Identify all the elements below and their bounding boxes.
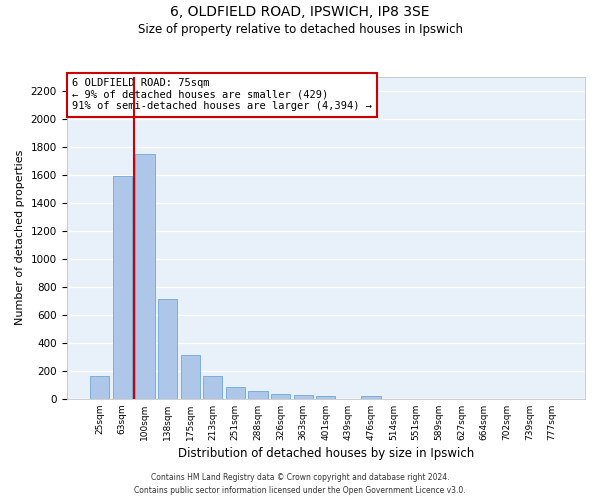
Bar bbox=[203, 376, 223, 399]
Text: 6, OLDFIELD ROAD, IPSWICH, IP8 3SE: 6, OLDFIELD ROAD, IPSWICH, IP8 3SE bbox=[170, 5, 430, 19]
Text: Contains HM Land Registry data © Crown copyright and database right 2024.
Contai: Contains HM Land Registry data © Crown c… bbox=[134, 474, 466, 495]
Bar bbox=[293, 396, 313, 399]
Bar bbox=[136, 154, 155, 399]
Bar bbox=[158, 300, 177, 399]
Bar bbox=[181, 354, 200, 399]
Bar bbox=[271, 394, 290, 399]
Bar bbox=[90, 376, 109, 399]
Y-axis label: Number of detached properties: Number of detached properties bbox=[15, 150, 25, 326]
X-axis label: Distribution of detached houses by size in Ipswich: Distribution of detached houses by size … bbox=[178, 447, 474, 460]
Bar bbox=[316, 396, 335, 399]
Bar bbox=[113, 176, 132, 399]
Bar bbox=[226, 387, 245, 399]
Bar bbox=[248, 391, 268, 399]
Bar bbox=[361, 396, 380, 399]
Text: Size of property relative to detached houses in Ipswich: Size of property relative to detached ho… bbox=[137, 22, 463, 36]
Text: 6 OLDFIELD ROAD: 75sqm
← 9% of detached houses are smaller (429)
91% of semi-det: 6 OLDFIELD ROAD: 75sqm ← 9% of detached … bbox=[72, 78, 372, 112]
